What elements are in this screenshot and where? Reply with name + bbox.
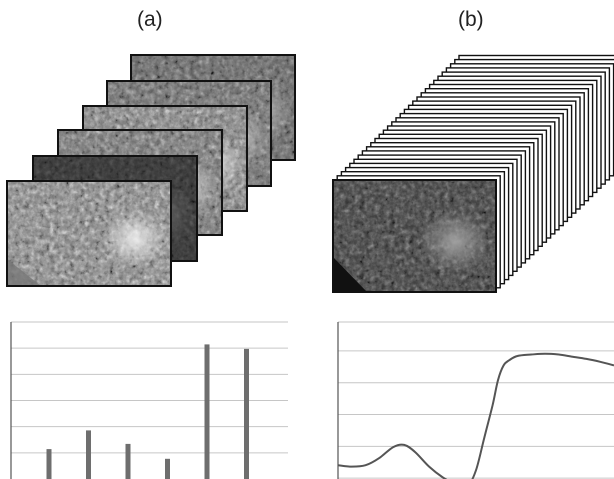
image-stack-a: [6, 54, 296, 287]
stack-b-front-frame: [332, 179, 497, 293]
bar-chart-a: [10, 321, 288, 479]
bar: [125, 443, 131, 479]
bar-chart-bars: [46, 344, 249, 479]
stack-a-frame: [6, 180, 172, 287]
line-chart-b: [337, 321, 614, 479]
frame-border: [332, 179, 497, 293]
line-chart-gridlines: [338, 321, 614, 479]
frame-highlight: [419, 209, 492, 274]
panel-label-a: (a): [137, 8, 163, 31]
frame-shade: [7, 181, 171, 286]
bar: [86, 430, 91, 479]
bar: [46, 449, 52, 479]
bar: [165, 458, 170, 479]
frame-border: [6, 180, 172, 287]
panel-label-b: (b): [458, 8, 484, 31]
frame-corner: [7, 259, 41, 286]
bar: [244, 348, 249, 479]
frame-shade: [333, 180, 496, 292]
frame-corner: [333, 257, 367, 292]
bar-chart-gridlines: [11, 321, 288, 454]
image-stack-b: [332, 54, 614, 293]
bar: [204, 344, 210, 479]
line-chart-series: [337, 352, 614, 479]
frame-highlight: [100, 208, 169, 269]
